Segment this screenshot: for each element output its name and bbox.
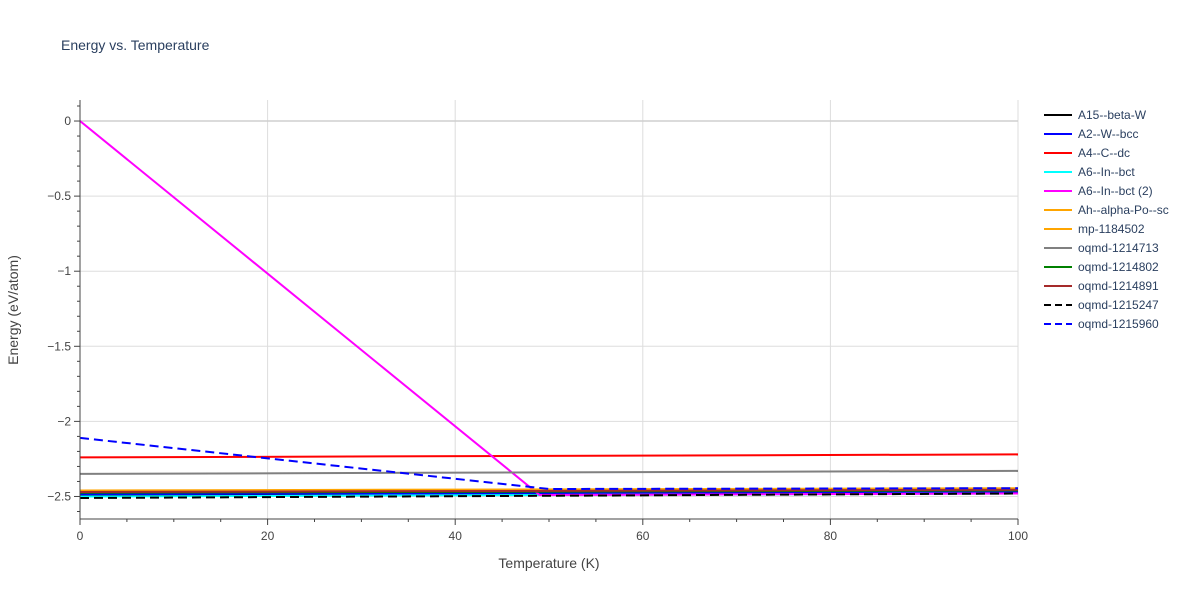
legend-label: mp-1184502 (1078, 222, 1145, 236)
legend-label: oqmd-1214802 (1078, 260, 1159, 274)
x-tick-label: 40 (449, 529, 463, 543)
x-tick-label: 100 (1008, 529, 1028, 543)
legend-item[interactable]: mp-1184502 (1044, 222, 1145, 236)
series-line-a2-w-bcc (79, 491, 1019, 496)
y-tick-label: −2 (57, 414, 71, 428)
legend-item[interactable]: oqmd-1215247 (1044, 298, 1159, 312)
series-line-oqmd-1215247 (79, 492, 1019, 499)
series-line-oqmd-1215960 (79, 436, 1019, 491)
series-line-a6-in-bct-2- (79, 120, 1019, 497)
x-tick-label: 20 (261, 529, 275, 543)
series-line-a4-c-dc (79, 453, 1019, 459)
y-tick-label: −1.5 (47, 339, 71, 353)
x-axis-title: Temperature (K) (498, 555, 599, 571)
legend-item[interactable]: Ah--alpha-Po--sc (1044, 203, 1169, 217)
y-tick-label: −0.5 (47, 189, 71, 203)
y-tick-label: 0 (64, 114, 71, 128)
legend-label: A6--In--bct (1078, 165, 1135, 179)
legend-label: oqmd-1215960 (1078, 317, 1159, 331)
series-layer (79, 120, 1019, 499)
axes-layer: 0 20 40 60 80 100 0 −0.5 −1 −1.5 −2 −2.5 (47, 100, 1028, 543)
legend-item[interactable]: A2--W--bcc (1044, 127, 1138, 141)
legend-item[interactable]: oqmd-1214713 (1044, 241, 1159, 255)
legend-label: A4--C--dc (1078, 146, 1130, 160)
x-tick-label: 80 (824, 529, 838, 543)
legend-item[interactable]: A4--C--dc (1044, 146, 1130, 160)
legend-item[interactable]: oqmd-1214891 (1044, 279, 1159, 293)
legend-label: A2--W--bcc (1078, 127, 1138, 141)
legend-item[interactable]: A6--In--bct (2) (1044, 184, 1153, 198)
legend-label: oqmd-1214891 (1078, 279, 1159, 293)
x-tick-label: 60 (636, 529, 650, 543)
legend-label: Ah--alpha-Po--sc (1078, 203, 1169, 217)
legend-label: A15--beta-W (1078, 108, 1147, 122)
legend-label: A6--In--bct (2) (1078, 184, 1153, 198)
legend-label: oqmd-1215247 (1078, 298, 1159, 312)
y-tick-label: −1 (57, 264, 71, 278)
y-axis-title: Energy (eV/atom) (5, 255, 21, 365)
series-line-oqmd-1214713 (79, 469, 1019, 475)
legend-item[interactable]: oqmd-1214802 (1044, 260, 1159, 274)
legend-label: oqmd-1214713 (1078, 241, 1159, 255)
legend-item[interactable]: oqmd-1215960 (1044, 317, 1159, 331)
legend-item[interactable]: A15--beta-W (1044, 108, 1147, 122)
legend-item[interactable]: A6--In--bct (1044, 165, 1135, 179)
y-tick-label: −2.5 (47, 489, 71, 503)
chart-title: Energy vs. Temperature (61, 37, 210, 53)
legend[interactable]: A15--beta-W A2--W--bcc A4--C--dc A6--In--bc… (1044, 108, 1169, 331)
series-line-oqmd-1214891 (79, 488, 1019, 493)
x-tick-label: 0 (77, 529, 84, 543)
